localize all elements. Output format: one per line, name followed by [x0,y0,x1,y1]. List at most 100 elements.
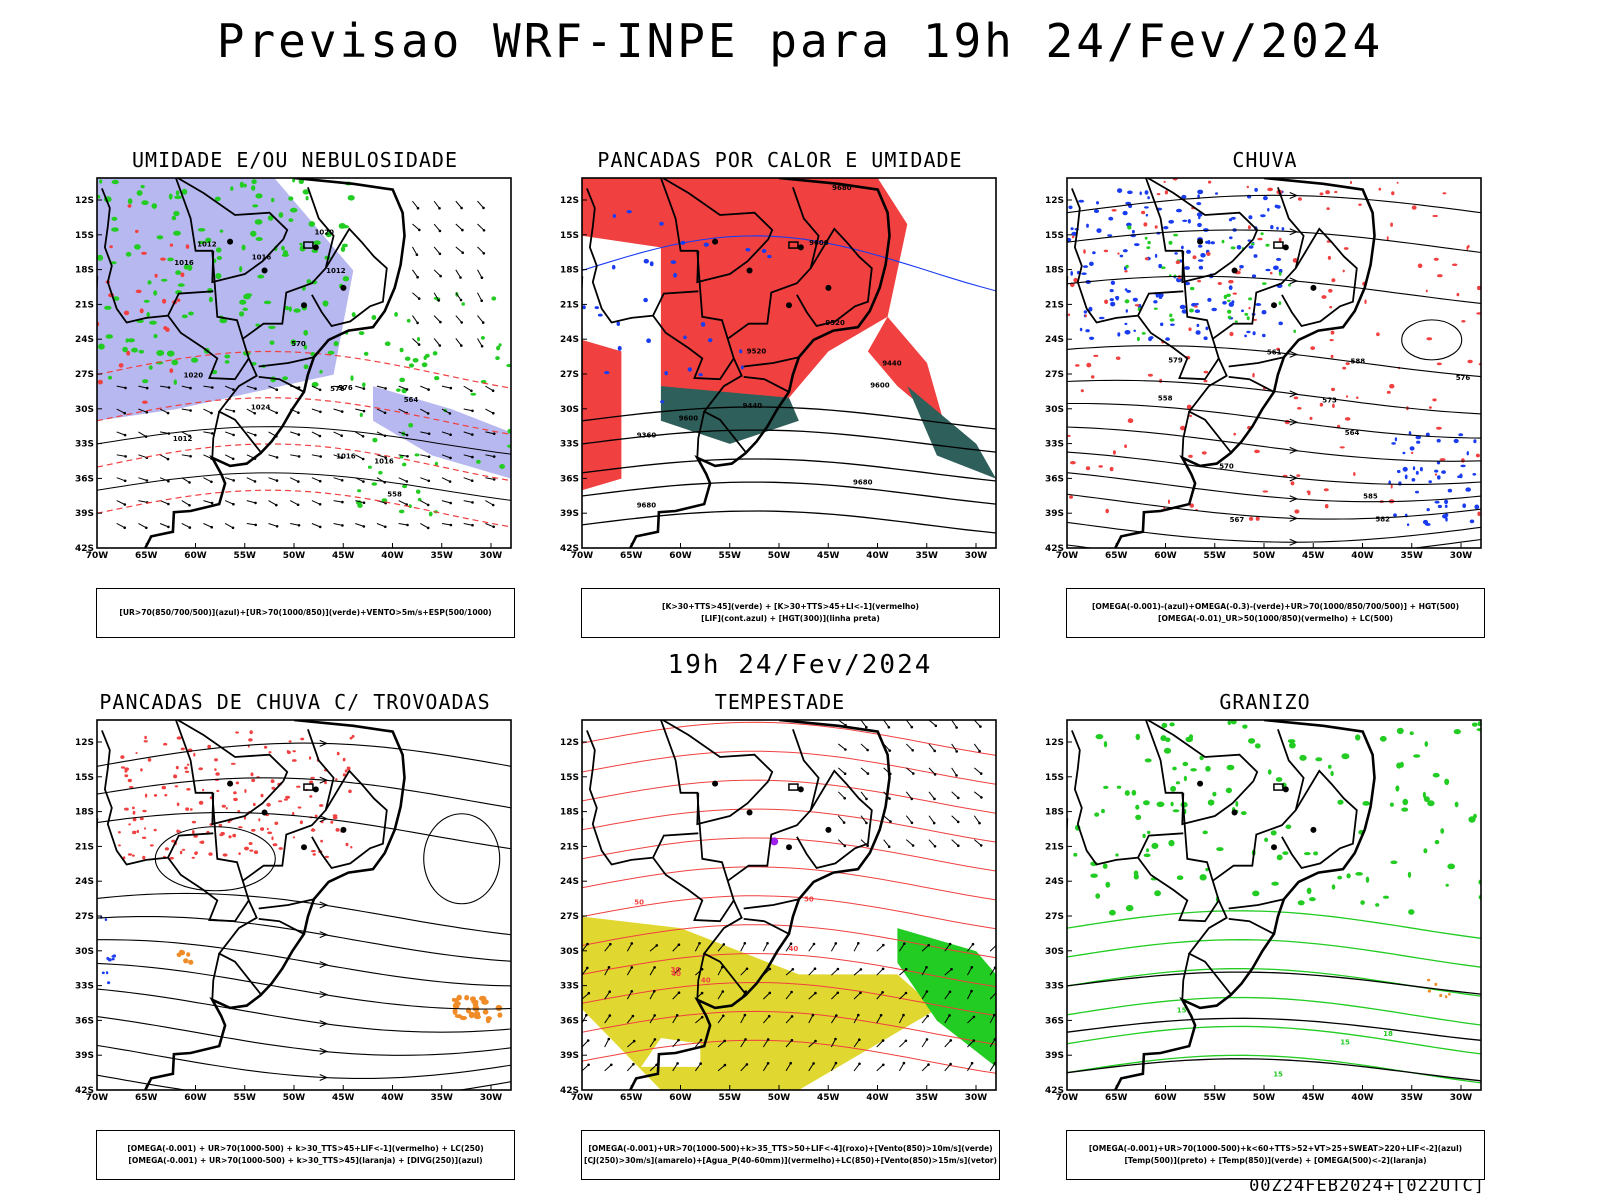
contour-label: 9680 [853,478,873,486]
legend-line: [OMEGA(-0.001)+UR>70(1000-500)+k<60+TTS>… [1088,1144,1463,1153]
run-timestamp: 00Z24FEB2024+[022UTC] [1249,1176,1485,1196]
contour-label: 9600 [870,382,890,390]
contour-label: 50 [804,896,814,904]
map-frame [581,719,997,1091]
contour-label: 558 [1158,394,1173,402]
lon-tick-label: 30W [480,1093,503,1103]
lon-tick-label: 50W [1253,1093,1276,1103]
contour-label: 9520 [747,348,767,356]
lat-tick-label: 39S [1045,1051,1064,1061]
contour-label: 9440 [743,402,763,410]
map-panel: CHUVA 588 585 582 579 576 573 570 567 564 561 558 12… [1045,148,1485,638]
contour-label: 9440 [882,359,902,367]
lon-tick-label: 45W [817,551,840,561]
lon-tick-label: 70W [1056,551,1079,561]
contour-label: 9520 [825,319,845,327]
lat-tick-label: 27S [75,912,94,922]
lat-tick-label: 12S [1045,738,1064,748]
contour-label: 9600 [679,415,699,423]
lat-tick-label: 42S [1045,544,1064,554]
contour-label: 1016 [252,254,272,262]
lon-tick-label: 65W [1105,551,1128,561]
lon-tick-label: 40W [381,1093,404,1103]
lat-tick-label: 27S [1045,370,1064,380]
contour-label: 40 [789,945,799,953]
lon-tick-label: 45W [332,551,355,561]
lon-tick-label: 60W [184,1093,207,1103]
legend-line: [OMEGA(-0.001)+UR>70(1000-500)+k>35_TTS>… [588,1144,993,1153]
contour-label: 40 [701,977,711,985]
lon-tick-label: 50W [283,1093,306,1103]
map-panel: GRANIZO 15 15 15 18 12S 15S 18S 21S 24S 27S 30S 33S 3… [1045,690,1485,1180]
panel-title: PANCADAS DE CHUVA C/ TROVOADAS [99,690,491,714]
lon-tick-label: 35W [916,1093,939,1103]
lat-tick-label: 42S [560,544,579,554]
legend-line: [OMEGA(-0.001) + UR>70(1000-500) + k>30_… [127,1144,484,1153]
lat-tick-label: 33S [75,982,94,992]
contour-label: 564 [404,396,419,404]
lat-tick-label: 24S [560,335,579,345]
lat-tick-label: 24S [560,877,579,887]
lat-tick-label: 33S [560,440,579,450]
lat-tick-label: 39S [560,1051,579,1061]
lat-tick-label: 15S [75,773,94,783]
lat-tick-label: 15S [75,231,94,241]
panel-legend: [OMEGA(-0.001)-(azul)+OMEGA(-0.3)-(verde… [1066,588,1485,638]
lat-tick-label: 18S [560,266,579,276]
forecast-map: 15 15 15 18 12S 15S 18S 21S 24S 27S 30S 33S 36S 39S 42… [1045,719,1482,1103]
contour-label: 576 [338,384,353,392]
lat-tick-label: 12S [1045,196,1064,206]
lon-tick-label: 35W [1401,1093,1424,1103]
lat-tick-label: 12S [75,738,94,748]
legend-line: [CJ(250)>30m/s](amarelo)+[Agua_P(40-60mm… [583,1156,998,1165]
contour-label: 9360 [637,431,657,439]
lat-tick-label: 15S [560,231,579,241]
lat-tick-label: 30S [560,405,579,415]
panel-legend: [K>30+TTS>45](verde) + [K>30+TTS>45+LI<-… [581,588,1000,638]
forecast-map: 9680 9680 9600 9520 9440 9360 9600 9520 9440 9680… [560,177,997,561]
lon-tick-label: 65W [1105,1093,1128,1103]
legend-line: [OMEGA(-0.001) + UR>70(1000-500) + k>30_… [128,1156,483,1165]
lon-tick-label: 50W [1253,551,1276,561]
panel-title: PANCADAS POR CALOR E UMIDADE [597,148,963,172]
contour-label: 50 [634,899,644,907]
lon-tick-label: 50W [768,551,791,561]
lat-tick-label: 12S [560,738,579,748]
lon-tick-label: 60W [184,551,207,561]
contour-label: 570 [1219,463,1234,471]
legend-line: [OMEGA(-0.001)-(azul)+OMEGA(-0.3)-(verde… [1091,602,1460,611]
lon-tick-label: 40W [1351,551,1374,561]
lon-tick-label: 35W [1401,551,1424,561]
lat-tick-label: 24S [75,877,94,887]
legend-line: [K>30+TTS>45](verde) + [K>30+TTS>45+LI<-… [661,602,920,611]
lat-tick-label: 42S [560,1086,579,1096]
contour-label: 588 [1351,358,1366,366]
lon-tick-label: 35W [431,1093,454,1103]
panel-title: GRANIZO [1219,690,1311,714]
lon-tick-label: 55W [234,551,257,561]
contour-label: 561 [1267,349,1282,357]
lon-tick-label: 70W [1056,1093,1079,1103]
lat-tick-label: 27S [75,370,94,380]
map-frame [96,719,512,1091]
contour-label: 1016 [374,458,394,466]
lat-tick-label: 30S [1045,405,1064,415]
lat-tick-label: 18S [75,808,94,818]
lon-tick-label: 65W [135,551,158,561]
lat-tick-label: 15S [1045,773,1064,783]
lat-tick-label: 12S [560,196,579,206]
panel-legend: [OMEGA(-0.001)+UR>70(1000-500)+k<60+TTS>… [1066,1130,1485,1180]
lat-tick-label: 39S [1045,509,1064,519]
lat-tick-label: 30S [1045,947,1064,957]
lat-tick-label: 42S [75,544,94,554]
panel-legend: [UR>70(850/700/500)](azul)+[UR>70(1000/8… [96,588,515,638]
contour-label: 15 [1177,1006,1187,1014]
contour-label: 30 [671,966,681,974]
lon-tick-label: 40W [381,551,404,561]
lat-tick-label: 21S [1045,842,1064,852]
contour-label: 15 [1273,1070,1283,1078]
lat-tick-label: 27S [560,370,579,380]
lon-tick-label: 55W [1204,551,1227,561]
lat-tick-label: 18S [560,808,579,818]
